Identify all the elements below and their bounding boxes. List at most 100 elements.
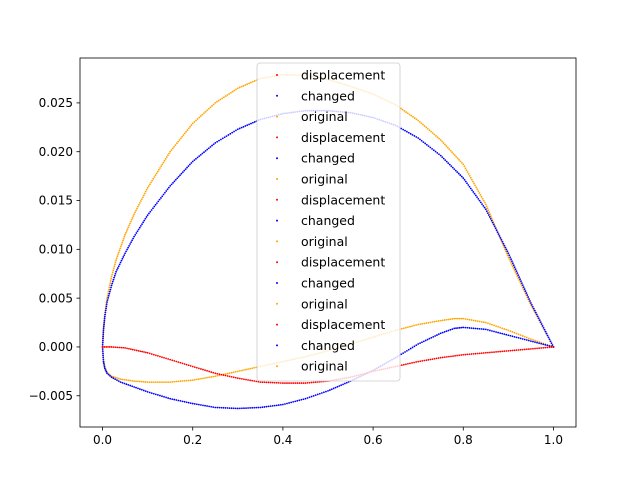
original-point xyxy=(197,378,200,380)
displacement-point xyxy=(214,372,217,375)
original-point xyxy=(534,339,536,342)
changed-point xyxy=(212,406,215,409)
original-point xyxy=(243,369,245,371)
original-point xyxy=(119,247,122,250)
displacement-point xyxy=(427,358,430,361)
displacement-point xyxy=(448,355,450,358)
original-point xyxy=(110,277,113,280)
original-point xyxy=(495,325,497,327)
changed-point xyxy=(334,386,337,389)
original-point xyxy=(125,231,127,234)
displacement-point xyxy=(226,375,229,377)
original-point xyxy=(183,132,186,135)
original-point xyxy=(170,149,173,151)
displacement-point xyxy=(222,374,225,376)
original-point xyxy=(107,290,110,293)
changed-point xyxy=(190,162,193,164)
changed-point xyxy=(523,338,526,341)
changed-point xyxy=(129,384,132,387)
displacement-point xyxy=(462,353,465,356)
original-point xyxy=(479,194,482,196)
changed-point xyxy=(515,270,518,273)
changed-point xyxy=(158,198,161,201)
original-point xyxy=(228,372,231,375)
displacement-point xyxy=(525,348,528,351)
original-point xyxy=(425,322,428,324)
changed-point xyxy=(316,393,319,396)
original-point xyxy=(249,367,252,370)
legend-label: changed xyxy=(301,151,355,166)
changed-point xyxy=(196,156,199,159)
original-point xyxy=(513,269,516,272)
original-point xyxy=(466,171,469,173)
displacement-point xyxy=(458,354,461,357)
legend-box xyxy=(256,62,401,382)
changed-point xyxy=(323,391,325,394)
changed-point xyxy=(250,122,252,125)
changed-point xyxy=(495,331,497,333)
displacement-point xyxy=(532,347,534,350)
changed-point xyxy=(105,303,108,306)
original-point xyxy=(161,381,163,383)
changed-point xyxy=(466,182,468,185)
original-point xyxy=(230,371,233,374)
changed-point xyxy=(424,339,427,342)
changed-point xyxy=(462,177,465,179)
displacement-point xyxy=(523,348,526,351)
original-point xyxy=(236,370,239,373)
changed-point xyxy=(137,387,139,390)
y-tick-label: 0.015 xyxy=(39,194,73,208)
original-point xyxy=(129,220,132,223)
original-point xyxy=(226,372,229,375)
original-point xyxy=(511,265,514,268)
changed-point xyxy=(137,228,140,231)
changed-point xyxy=(515,336,518,339)
displacement-point xyxy=(413,361,415,364)
original-point xyxy=(151,179,154,182)
changed-point xyxy=(504,246,507,249)
changed-point xyxy=(432,335,435,338)
changed-point xyxy=(476,196,478,199)
original-point xyxy=(245,368,247,371)
original-point xyxy=(177,140,180,143)
changed-point xyxy=(107,294,110,297)
changed-point xyxy=(149,210,152,213)
changed-point xyxy=(103,321,106,324)
original-point xyxy=(508,258,511,260)
displacement-point xyxy=(120,346,123,349)
changed-point xyxy=(527,339,530,342)
displacement-point xyxy=(450,355,452,358)
changed-point xyxy=(332,387,335,390)
original-point xyxy=(438,137,441,140)
original-point xyxy=(455,155,458,158)
original-point xyxy=(140,198,143,201)
changed-point xyxy=(328,389,331,391)
original-point xyxy=(238,370,241,372)
changed-point xyxy=(531,305,534,308)
changed-point xyxy=(436,334,438,336)
displacement-point xyxy=(263,381,266,384)
displacement-point xyxy=(515,349,518,352)
original-point xyxy=(484,203,487,206)
changed-point xyxy=(191,402,194,405)
original-point xyxy=(167,381,170,383)
original-point xyxy=(111,271,114,274)
original-point xyxy=(178,139,181,141)
original-point xyxy=(405,111,407,113)
changed-point xyxy=(127,246,129,249)
displacement-point xyxy=(271,381,274,384)
original-point xyxy=(154,174,157,177)
original-point xyxy=(224,95,227,98)
original-point xyxy=(219,98,222,101)
displacement-point xyxy=(177,361,180,364)
changed-point xyxy=(232,407,235,410)
changed-point xyxy=(447,329,450,332)
changed-point xyxy=(138,226,141,229)
changed-point xyxy=(513,266,516,269)
changed-point xyxy=(152,392,155,395)
changed-point xyxy=(113,276,116,279)
changed-point xyxy=(545,332,548,335)
changed-point xyxy=(502,242,505,245)
changed-point xyxy=(548,338,551,341)
displacement-point xyxy=(139,350,142,353)
